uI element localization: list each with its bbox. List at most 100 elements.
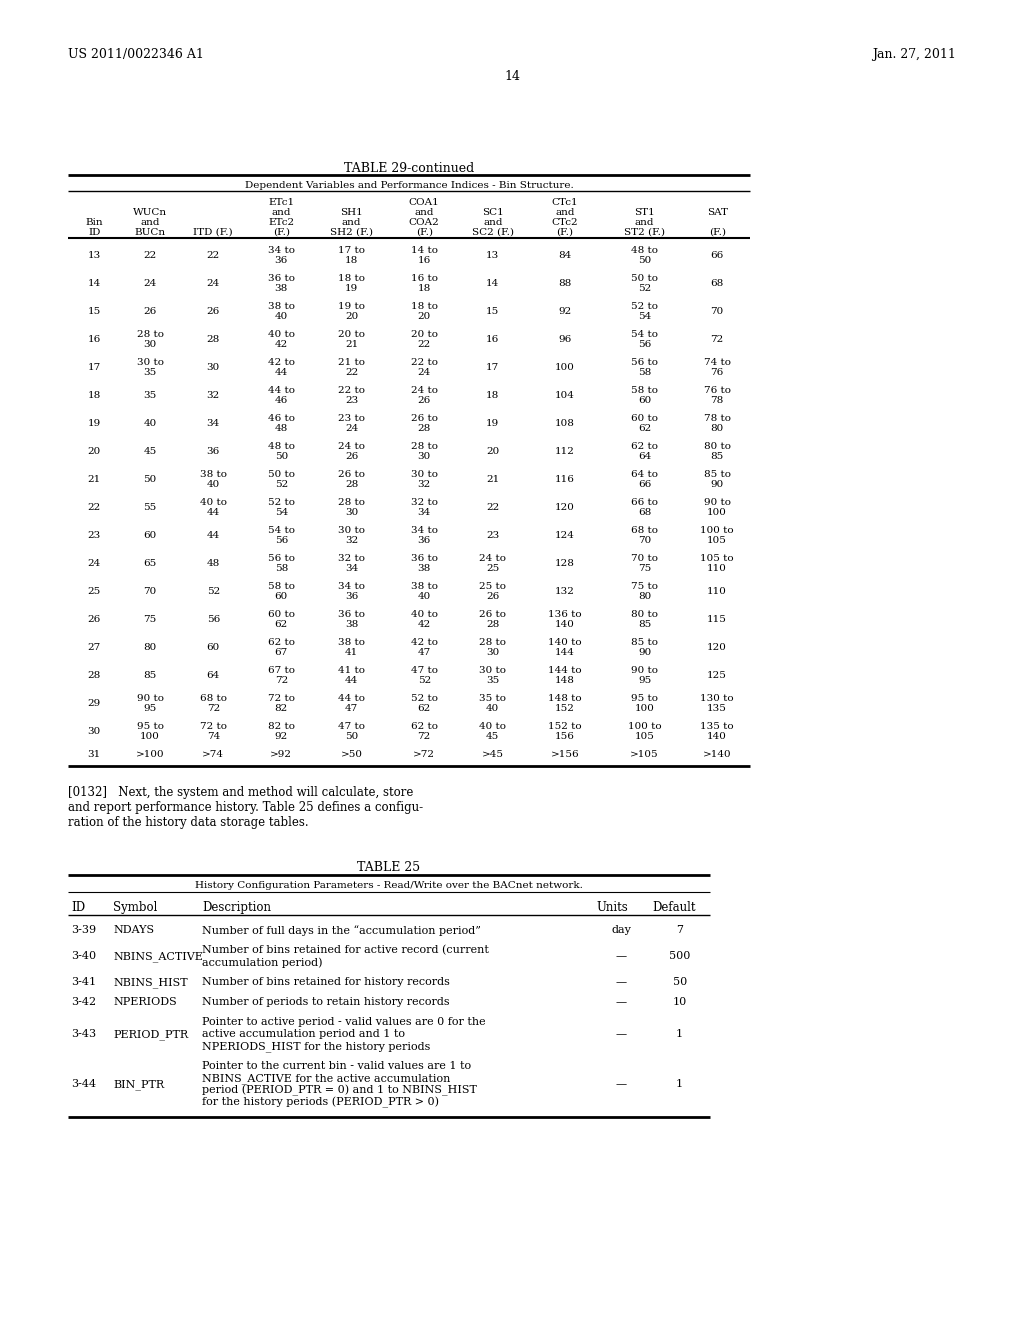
Text: ITD (F.): ITD (F.) xyxy=(194,228,233,238)
Text: 19: 19 xyxy=(88,418,101,428)
Text: 52: 52 xyxy=(207,587,220,597)
Text: 120: 120 xyxy=(708,643,727,652)
Text: 20: 20 xyxy=(486,447,500,455)
Text: 60: 60 xyxy=(143,531,157,540)
Text: Number of periods to retain history records: Number of periods to retain history reco… xyxy=(203,997,451,1007)
Text: 100: 100 xyxy=(635,704,654,713)
Text: 35: 35 xyxy=(143,368,157,378)
Text: 70: 70 xyxy=(143,587,157,597)
Text: 60: 60 xyxy=(274,591,288,601)
Text: 66: 66 xyxy=(638,480,651,488)
Text: 148 to: 148 to xyxy=(548,694,582,704)
Text: 42 to: 42 to xyxy=(411,638,437,647)
Text: 38: 38 xyxy=(418,564,431,573)
Text: 29: 29 xyxy=(88,700,101,708)
Text: 100: 100 xyxy=(555,363,574,372)
Text: 52 to: 52 to xyxy=(411,694,437,704)
Text: accumulation period): accumulation period) xyxy=(203,957,323,968)
Text: 28: 28 xyxy=(418,424,431,433)
Text: 22 to: 22 to xyxy=(338,385,366,395)
Text: 105: 105 xyxy=(708,536,727,545)
Text: 38 to: 38 to xyxy=(411,582,437,591)
Text: 56: 56 xyxy=(207,615,220,624)
Text: 24: 24 xyxy=(345,424,358,433)
Text: 31: 31 xyxy=(88,750,101,759)
Text: 156: 156 xyxy=(555,733,574,741)
Text: 96: 96 xyxy=(558,335,571,345)
Text: and: and xyxy=(483,218,503,227)
Text: SC1: SC1 xyxy=(482,209,504,216)
Text: 22: 22 xyxy=(88,503,101,512)
Text: 92: 92 xyxy=(274,733,288,741)
Text: and: and xyxy=(140,218,160,227)
Text: and: and xyxy=(415,209,434,216)
Text: 48 to: 48 to xyxy=(631,246,658,255)
Text: >156: >156 xyxy=(551,750,580,759)
Text: 50 to: 50 to xyxy=(631,275,658,282)
Text: 112: 112 xyxy=(555,447,574,455)
Text: 56: 56 xyxy=(274,536,288,545)
Text: 46: 46 xyxy=(274,396,288,405)
Text: period (PERIOD_PTR = 0) and 1 to NBINS_HIST: period (PERIOD_PTR = 0) and 1 to NBINS_H… xyxy=(203,1085,477,1097)
Text: 18: 18 xyxy=(345,256,358,265)
Text: 90 to: 90 to xyxy=(703,498,731,507)
Text: 44 to: 44 to xyxy=(267,385,295,395)
Text: NDAYS: NDAYS xyxy=(114,925,155,935)
Text: 90 to: 90 to xyxy=(631,667,658,675)
Text: 26: 26 xyxy=(486,591,500,601)
Text: (F.): (F.) xyxy=(272,228,290,238)
Text: 17 to: 17 to xyxy=(338,246,366,255)
Text: —: — xyxy=(616,1078,627,1089)
Text: 47: 47 xyxy=(418,648,431,657)
Text: 78: 78 xyxy=(711,396,724,405)
Text: 32 to: 32 to xyxy=(411,498,437,507)
Text: 105 to: 105 to xyxy=(700,554,734,564)
Text: 18: 18 xyxy=(88,391,101,400)
Text: 30 to: 30 to xyxy=(411,470,437,479)
Text: Units: Units xyxy=(597,902,629,913)
Text: >50: >50 xyxy=(341,750,362,759)
Text: >72: >72 xyxy=(414,750,435,759)
Text: 56 to: 56 to xyxy=(631,358,658,367)
Text: 30: 30 xyxy=(207,363,220,372)
Text: 26 to: 26 to xyxy=(479,610,506,619)
Text: >100: >100 xyxy=(136,750,164,759)
Text: 32: 32 xyxy=(207,391,220,400)
Text: 54: 54 xyxy=(638,312,651,321)
Text: 125: 125 xyxy=(708,671,727,680)
Text: >74: >74 xyxy=(203,750,224,759)
Text: 50 to: 50 to xyxy=(267,470,295,479)
Text: 144 to: 144 to xyxy=(548,667,582,675)
Text: 20: 20 xyxy=(418,312,431,321)
Text: 40: 40 xyxy=(274,312,288,321)
Text: 60: 60 xyxy=(207,643,220,652)
Text: 32: 32 xyxy=(418,480,431,488)
Text: 26: 26 xyxy=(88,615,101,624)
Text: 140: 140 xyxy=(555,620,574,630)
Text: COA1: COA1 xyxy=(409,198,439,207)
Text: ration of the history data storage tables.: ration of the history data storage table… xyxy=(68,816,308,829)
Text: 70: 70 xyxy=(638,536,651,545)
Text: 88: 88 xyxy=(558,279,571,288)
Text: 52: 52 xyxy=(418,676,431,685)
Text: 82: 82 xyxy=(274,704,288,713)
Text: 74: 74 xyxy=(207,733,220,741)
Text: 68 to: 68 to xyxy=(631,525,658,535)
Text: 56 to: 56 to xyxy=(267,554,295,564)
Text: 115: 115 xyxy=(708,615,727,624)
Text: 52 to: 52 to xyxy=(631,302,658,312)
Text: Jan. 27, 2011: Jan. 27, 2011 xyxy=(872,48,956,61)
Text: 132: 132 xyxy=(555,587,574,597)
Text: 17: 17 xyxy=(486,363,500,372)
Text: 54: 54 xyxy=(274,508,288,517)
Text: 100 to: 100 to xyxy=(628,722,662,731)
Text: 26: 26 xyxy=(418,396,431,405)
Text: and report performance history. Table 25 defines a configu-: and report performance history. Table 25… xyxy=(68,801,423,814)
Text: 72 to: 72 to xyxy=(267,694,295,704)
Text: 116: 116 xyxy=(555,475,574,484)
Text: 25 to: 25 to xyxy=(479,582,506,591)
Text: WUCn: WUCn xyxy=(133,209,167,216)
Text: 30: 30 xyxy=(345,508,358,517)
Text: 68: 68 xyxy=(638,508,651,517)
Text: 55: 55 xyxy=(143,503,157,512)
